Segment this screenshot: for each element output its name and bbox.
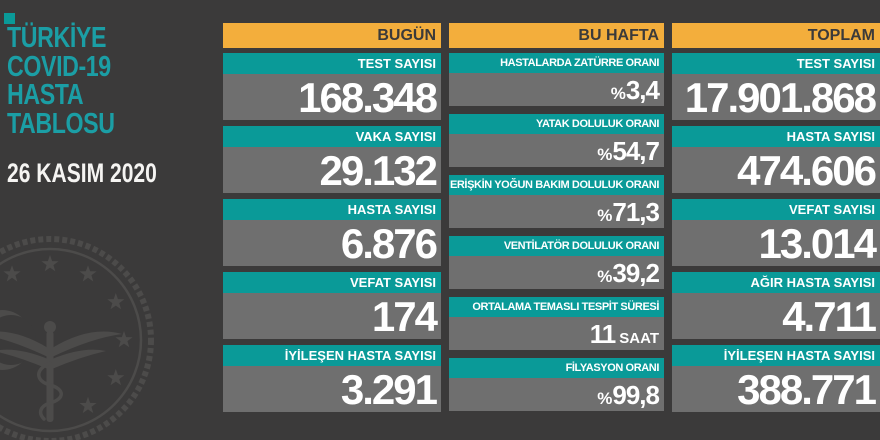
- stat-value: %99,8: [449, 378, 664, 411]
- title-line-2: COVID-19: [7, 50, 111, 83]
- stat-card: HASTA SAYISI 474.606: [672, 126, 880, 194]
- stat-label: VEFAT SAYISI: [223, 272, 441, 293]
- unit-suffix: SAAT: [619, 330, 659, 347]
- stat-value: %54,7: [449, 134, 664, 167]
- ministry-of-health-emblem-icon: [0, 230, 160, 440]
- stat-card: VEFAT SAYISI 13.014: [672, 199, 880, 267]
- stat-card: HASTA SAYISI 6.876: [223, 199, 441, 267]
- page-title: TÜRKİYE COVID-19 HASTA TABLOSU: [7, 24, 115, 138]
- report-date: 26 KASIM 2020: [7, 158, 157, 188]
- stat-value: 174: [223, 293, 441, 340]
- teal-accent-square: [4, 13, 15, 24]
- stat-label: HASTALARDA ZATÜRRE ORANI: [449, 53, 664, 73]
- title-line-1: TÜRKİYE: [7, 22, 107, 54]
- percent-sign: %: [597, 145, 613, 164]
- stat-value: 29.132: [223, 147, 441, 194]
- title-line-4: TABLOSU: [7, 107, 115, 140]
- percent-sign: %: [597, 206, 613, 225]
- stat-card: VAKA SAYISI 29.132: [223, 126, 441, 194]
- stat-card: FİLYASYON ORANI %99,8: [449, 358, 664, 411]
- stat-value: 388.771: [672, 366, 880, 413]
- stat-label: İYİLEŞEN HASTA SAYISI: [223, 345, 441, 366]
- stat-card: YATAK DOLULUK ORANI %54,7: [449, 114, 664, 167]
- stat-label: HASTA SAYISI: [672, 126, 880, 147]
- percent-sign: %: [597, 389, 613, 408]
- stat-card: ERİŞKİN YOĞUN BAKIM DOLULUK ORANI %71,3: [449, 175, 664, 228]
- stat-label: AĞIR HASTA SAYISI: [672, 272, 880, 293]
- stat-label: İYİLEŞEN HASTA SAYISI: [672, 345, 880, 366]
- percent-sign: %: [610, 84, 626, 103]
- stat-card: AĞIR HASTA SAYISI 4.711: [672, 272, 880, 340]
- stat-value: 11 SAAT: [449, 317, 664, 350]
- percent-sign: %: [597, 267, 613, 286]
- stat-card: TEST SAYISI 168.348: [223, 53, 441, 121]
- stat-value: 474.606: [672, 147, 880, 194]
- stat-value: %71,3: [449, 195, 664, 228]
- stat-label: VENTİLATÖR DOLULUK ORANI: [449, 236, 664, 256]
- column-2: TOPLAM TEST SAYISI 17.901.868 HASTA SAYISI 4…: [672, 23, 880, 419]
- title-line-3: HASTA: [7, 79, 84, 111]
- stat-label: VEFAT SAYISI: [672, 199, 880, 220]
- stat-label: YATAK DOLULUK ORANI: [449, 114, 664, 134]
- stat-card: VEFAT SAYISI 174: [223, 272, 441, 340]
- stat-value: 6.876: [223, 220, 441, 267]
- stats-board: BUGÜN TEST SAYISI 168.348 VAKA SAYISI 29.132…: [223, 23, 880, 419]
- stat-value: 168.348: [223, 74, 441, 121]
- stat-card: VENTİLATÖR DOLULUK ORANI %39,2: [449, 236, 664, 289]
- stat-label: VAKA SAYISI: [223, 126, 441, 147]
- stat-value: 3.291: [223, 366, 441, 413]
- stat-label: TEST SAYISI: [223, 53, 441, 74]
- stat-card: HASTALARDA ZATÜRRE ORANI %3,4: [449, 53, 664, 106]
- stat-card: TEST SAYISI 17.901.868: [672, 53, 880, 121]
- stat-label: ORTALAMA TEMASLI TESPİT SÜRESİ: [449, 297, 664, 317]
- stat-label: ERİŞKİN YOĞUN BAKIM DOLULUK ORANI: [449, 175, 664, 195]
- column-1: BU HAFTA HASTALARDA ZATÜRRE ORANI %3,4 YATA…: [449, 23, 664, 419]
- column-header: BU HAFTA: [449, 23, 664, 48]
- stat-card: İYİLEŞEN HASTA SAYISI 3.291: [223, 345, 441, 413]
- stat-label: FİLYASYON ORANI: [449, 358, 664, 378]
- column-header: BUGÜN: [223, 23, 441, 48]
- stat-value: %39,2: [449, 256, 664, 289]
- stat-value: 4.711: [672, 293, 880, 340]
- sidebar: TÜRKİYE COVID-19 HASTA TABLOSU 26 KASIM …: [0, 0, 222, 440]
- stat-value: 17.901.868: [672, 74, 880, 121]
- stat-card: İYİLEŞEN HASTA SAYISI 388.771: [672, 345, 880, 413]
- column-header: TOPLAM: [672, 23, 880, 48]
- stat-label: HASTA SAYISI: [223, 199, 441, 220]
- stat-card: ORTALAMA TEMASLI TESPİT SÜRESİ 11 SAAT: [449, 297, 664, 350]
- stat-value: %3,4: [449, 73, 664, 106]
- column-0: BUGÜN TEST SAYISI 168.348 VAKA SAYISI 29.132…: [223, 23, 441, 419]
- stat-label: TEST SAYISI: [672, 53, 880, 74]
- stat-value: 13.014: [672, 220, 880, 267]
